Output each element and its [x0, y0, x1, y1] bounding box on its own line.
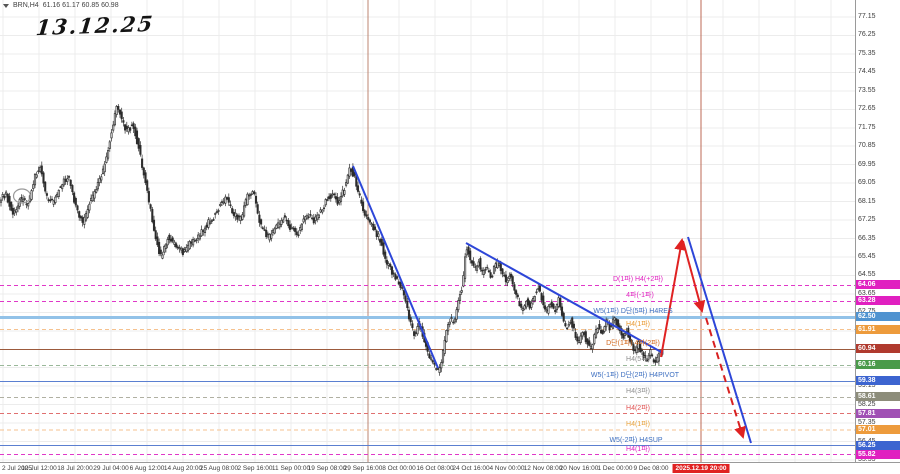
- ellipse-annotation: [12, 188, 32, 204]
- level-annotation-text: D단(1파) 4파(2파): [606, 340, 660, 348]
- time-tick-label: 11 Sep 00:00: [271, 465, 311, 472]
- level-annotation-text: H4(2파): [626, 404, 650, 412]
- price-level-badge: 57.81: [856, 408, 900, 418]
- level-annotation-text: H4(3파): [626, 388, 650, 396]
- handwritten-date-note: 13.12.25: [34, 10, 156, 41]
- time-tick-label: 1 Dec 00:00: [597, 465, 633, 472]
- dropdown-triangle-icon: [3, 3, 9, 8]
- chart-title: BRN,H4 61.16 61.17 60.85 60.98: [3, 2, 119, 9]
- ohlc-values: 61.16 61.17 60.85 60.98: [42, 2, 119, 9]
- price-axis-divider: [855, 0, 856, 462]
- time-tick-label: 20 Nov 16:00: [559, 465, 599, 472]
- price-tick-label: 67.25: [858, 216, 876, 224]
- projection-arrow: [682, 240, 706, 313]
- price-tick-label: 70.85: [858, 142, 876, 150]
- price-level-badge: 60.94: [856, 344, 900, 354]
- price-tick-label: 63.65: [858, 289, 876, 297]
- level-annotation-text: H4(1파): [626, 421, 650, 429]
- level-annotation-text: H4(1파): [626, 320, 650, 328]
- level-annotation-text: D(1파) H4(+2파): [612, 276, 664, 284]
- candlesticks: [0, 104, 664, 376]
- time-tick-label: 29 Jul 04:00: [93, 465, 129, 472]
- price-tick-label: 71.75: [858, 123, 876, 131]
- time-tick-label: 6 Aug 12:00: [129, 465, 165, 472]
- level-annotation-text: 4파(-1파): [626, 292, 654, 300]
- time-tick-label: 18 Jul 20:00: [57, 465, 93, 472]
- time-tick-label: 2 Sep 16:00: [237, 465, 273, 472]
- time-tick-label: 29 Sep 16:00: [343, 465, 383, 472]
- price-tick-label: 64.55: [858, 271, 876, 279]
- price-tick-label: 69.05: [858, 179, 876, 187]
- price-level-badge: 64.06: [856, 280, 900, 290]
- price-tick-label: 57.35: [858, 419, 876, 427]
- price-tick-label: 72.65: [858, 105, 876, 113]
- vertical-line-time-label: 2025.12.19 20:00: [672, 464, 730, 473]
- price-tick-label: 68.15: [858, 197, 876, 205]
- price-tick-label: 58.25: [858, 400, 876, 408]
- level-annotation-text: H4(5파): [626, 356, 650, 364]
- level-annotation-text: W5(-2파) H4SUP: [609, 436, 663, 444]
- price-level-badge: 57.01: [856, 425, 900, 435]
- time-tick-label: 16 Oct 08:00: [416, 465, 454, 472]
- time-tick-label: 4 Nov 00:00: [489, 465, 525, 472]
- time-tick-label: 24 Oct 16:00: [452, 465, 490, 472]
- symbol-timeframe: BRN,H4: [13, 2, 39, 9]
- price-tick-label: 69.95: [858, 160, 876, 168]
- price-tick-label: 74.45: [858, 68, 876, 76]
- price-tick-label: 73.55: [858, 86, 876, 94]
- price-level-badge: 58.61: [856, 392, 900, 402]
- projection-arrow: [705, 317, 746, 439]
- time-tick-label: 2 Jul 2025: [2, 465, 32, 472]
- trendline: [687, 236, 752, 444]
- price-tick-label: 65.45: [858, 252, 876, 260]
- time-tick-label: 10 Jul 12:00: [21, 465, 57, 472]
- price-tick-label: 66.35: [858, 234, 876, 242]
- price-level-badge: 61.91: [856, 324, 900, 334]
- time-tick-label: 19 Sep 08:00: [307, 465, 347, 472]
- time-tick-label: 14 Aug 20:00: [163, 465, 203, 472]
- trendline: [352, 165, 439, 369]
- price-level-badge: 55.82: [856, 449, 900, 459]
- price-level-badge: 63.28: [856, 296, 900, 306]
- price-level-badge: 59.38: [856, 376, 900, 386]
- time-tick-label: 12 Nov 08:00: [523, 465, 563, 472]
- time-tick-label: 25 Aug 08:00: [199, 465, 239, 472]
- price-tick-label: 59.15: [858, 382, 876, 390]
- price-tick-label: 75.35: [858, 49, 876, 57]
- price-level-badge: 56.25: [856, 440, 900, 450]
- level-annotation-text: W5(1파) D단(5파) H4RES: [593, 308, 673, 316]
- price-tick-label: 55.55: [858, 456, 876, 464]
- time-tick-label: 8 Oct 00:00: [382, 465, 416, 472]
- price-tick-label: 77.15: [858, 13, 876, 20]
- projection-arrow: [660, 238, 687, 358]
- price-level-badge: 62.50: [856, 312, 900, 322]
- time-tick-label: 9 Dec 08:00: [633, 465, 669, 472]
- level-annotation-text: H4(1파): [626, 445, 650, 453]
- level-annotation-text: W5(-1파) D단(2파) H4PIVOT: [590, 372, 680, 380]
- price-tick-label: 62.75: [858, 308, 898, 316]
- price-level-badge: 60.16: [856, 360, 900, 370]
- time-axis-divider: [0, 462, 900, 463]
- trendline: [465, 242, 664, 354]
- price-tick-label: 76.25: [858, 31, 876, 39]
